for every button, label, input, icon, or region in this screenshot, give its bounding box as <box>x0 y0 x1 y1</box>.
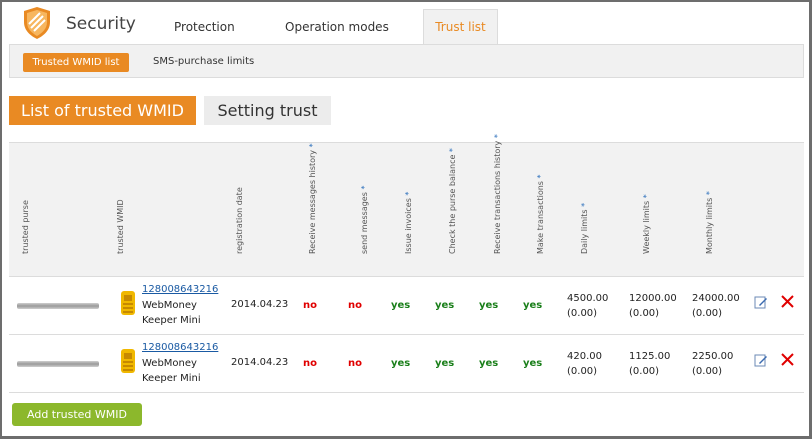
delete-icon[interactable] <box>780 294 795 309</box>
tab-operation-modes[interactable]: Operation modes <box>285 20 389 34</box>
help-star[interactable]: * <box>308 143 317 148</box>
col-registration-date: registration date <box>235 187 244 254</box>
help-star[interactable]: * <box>580 202 589 207</box>
col-receive-transactions: Receive transactions history * <box>493 134 502 254</box>
receive-messages-value: no <box>303 300 317 311</box>
receive-messages-value: no <box>303 358 317 369</box>
table-header: trusted purse trusted WMID registration … <box>9 134 804 277</box>
col-trusted-purse: trusted purse <box>21 200 30 254</box>
help-star[interactable]: * <box>705 191 714 196</box>
make-transactions-value: yes <box>523 300 543 311</box>
help-star[interactable]: * <box>536 174 545 179</box>
add-trusted-wmid-button[interactable]: Add trusted WMID <box>12 403 142 426</box>
setting-trust-button[interactable]: Setting trust <box>204 96 331 125</box>
col-monthly-limits: Monthly limits * <box>705 191 714 254</box>
weekly-limit: 1125.00 (0.00) <box>629 351 671 377</box>
page-title: Security <box>66 14 136 34</box>
keeper-type: WebMoney Keeper Mini <box>142 300 201 326</box>
col-check-balance: Check the purse balance * <box>448 148 457 254</box>
wmid-link[interactable]: 128008643216 <box>142 284 219 295</box>
receive-transactions-value: yes <box>479 300 499 311</box>
make-transactions-value: yes <box>523 358 543 369</box>
edit-icon[interactable] <box>754 295 768 309</box>
edit-icon[interactable] <box>754 353 768 367</box>
masked-purse <box>17 303 99 309</box>
weekly-limit: 12000.00 (0.00) <box>629 293 677 319</box>
delete-icon[interactable] <box>780 352 795 367</box>
col-trusted-wmid: trusted WMID <box>116 199 125 254</box>
help-star[interactable]: * <box>493 134 502 139</box>
registration-date: 2014.04.23 <box>231 357 289 368</box>
check-balance-value: yes <box>435 358 455 369</box>
daily-limit: 4500.00 (0.00) <box>567 293 609 319</box>
help-star[interactable]: * <box>448 148 457 153</box>
registration-date: 2014.04.23 <box>231 299 289 310</box>
subnav: Trusted WMID list SMS-purchase limits <box>9 44 804 78</box>
keeper-type: WebMoney Keeper Mini <box>142 358 201 384</box>
col-make-transactions: Make transactions * <box>536 174 545 254</box>
daily-limit: 420.00 (0.00) <box>567 351 602 377</box>
send-messages-value: no <box>348 358 362 369</box>
webmoney-keeper-icon <box>121 349 135 373</box>
issue-invoices-value: yes <box>391 358 411 369</box>
send-messages-value: no <box>348 300 362 311</box>
col-receive-messages: Receive messages history * <box>308 143 317 254</box>
tab-trust-list[interactable]: Trust list <box>423 9 498 45</box>
table-row: 128008643216 WebMoney Keeper Mini 2014.0… <box>9 278 804 335</box>
shield-icon <box>24 7 50 39</box>
issue-invoices-value: yes <box>391 300 411 311</box>
subnav-sms-purchase-limits[interactable]: SMS-purchase limits <box>153 56 255 67</box>
monthly-limit: 24000.00 (0.00) <box>692 293 740 319</box>
col-issue-invoices: Issue invoices * <box>404 191 413 254</box>
table-row: 128008643216 WebMoney Keeper Mini 2014.0… <box>9 336 804 393</box>
wmid-link[interactable]: 128008643216 <box>142 342 219 353</box>
list-trusted-wmid-button[interactable]: List of trusted WMID <box>9 96 196 125</box>
monthly-limit: 2250.00 (0.00) <box>692 351 734 377</box>
tab-protection[interactable]: Protection <box>174 20 235 34</box>
check-balance-value: yes <box>435 300 455 311</box>
help-star[interactable]: * <box>404 191 413 196</box>
col-send-messages: send messages * <box>360 185 369 254</box>
subnav-trusted-wmid-list[interactable]: Trusted WMID list <box>23 53 129 72</box>
receive-transactions-value: yes <box>479 358 499 369</box>
help-star[interactable]: * <box>360 185 369 190</box>
masked-purse <box>17 361 99 367</box>
col-weekly-limits: Weekly limits * <box>642 194 651 254</box>
webmoney-keeper-icon <box>121 291 135 315</box>
help-star[interactable]: * <box>642 194 651 199</box>
col-daily-limits: Daily limits * <box>580 202 589 254</box>
